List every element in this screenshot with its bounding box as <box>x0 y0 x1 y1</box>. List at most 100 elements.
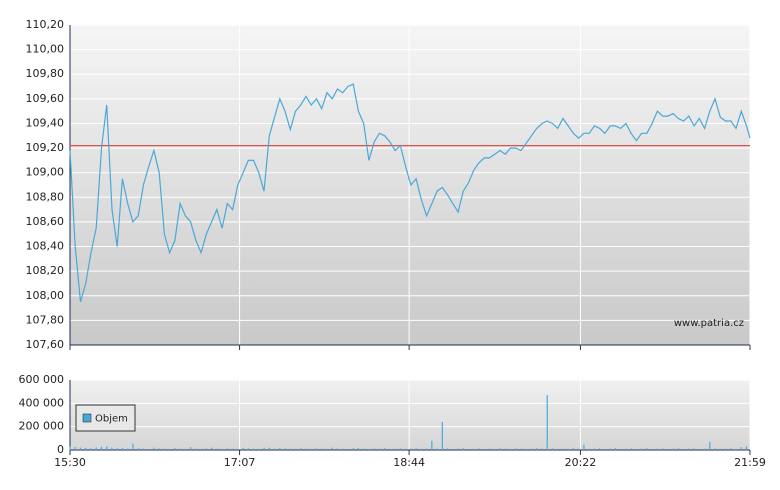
volume-bar <box>268 447 270 450</box>
x-tick-label: 18:44 <box>393 456 425 469</box>
volume-bar <box>263 448 265 450</box>
volume-bar <box>551 448 554 450</box>
volume-bar <box>499 448 501 450</box>
volume-bar <box>745 446 748 450</box>
volume-bar <box>651 448 653 450</box>
volume-bar <box>446 448 449 450</box>
y-tick-label: 109,40 <box>26 116 65 129</box>
volume-bar <box>672 448 674 450</box>
volume-bar <box>520 448 522 450</box>
watermark: www.patria.cz <box>674 318 744 329</box>
y-tick-label: 108,80 <box>26 190 65 203</box>
volume-bar <box>174 448 176 450</box>
volume-bar <box>205 448 207 450</box>
volume-bar <box>74 447 76 450</box>
volume-bar <box>740 447 742 450</box>
volume-bar <box>258 448 260 450</box>
volume-bar <box>127 448 129 450</box>
volume-bar <box>724 448 727 450</box>
volume-bar <box>410 448 412 450</box>
volume-bar <box>352 448 354 450</box>
volume-bar <box>242 447 244 450</box>
volume-bar <box>163 448 165 450</box>
volume-bar <box>436 448 438 450</box>
volume-bar <box>509 448 512 450</box>
volume-bar <box>195 448 197 450</box>
volume-bar <box>719 448 721 450</box>
volume-bar <box>562 448 564 450</box>
volume-bar <box>300 448 302 450</box>
volume-bar <box>399 448 401 450</box>
volume-bar <box>667 448 669 450</box>
volume-bar <box>630 448 632 450</box>
volume-bar <box>661 448 664 450</box>
y-tick-label: 200 000 <box>19 420 65 433</box>
x-tick-label: 17:07 <box>224 456 256 469</box>
volume-bar <box>599 448 601 450</box>
volume-bar <box>237 448 239 450</box>
volume-bar <box>714 448 716 450</box>
volume-bar <box>69 446 71 450</box>
y-tick-label: 110,20 <box>26 18 65 31</box>
volume-bar <box>394 448 396 450</box>
volume-bar <box>389 448 391 450</box>
volume-bar <box>363 448 365 450</box>
volume-bar <box>698 448 700 450</box>
volume-bar <box>682 448 685 450</box>
y-tick-label: 108,20 <box>26 264 65 277</box>
volume-bar <box>384 448 386 450</box>
volume-bar <box>557 448 559 450</box>
volume-bar <box>478 448 480 450</box>
volume-bar <box>210 447 213 450</box>
y-tick-label: 107,60 <box>26 338 65 351</box>
volume-bar <box>153 447 155 450</box>
volume-bar <box>336 448 339 450</box>
volume-bar <box>525 448 527 450</box>
volume-bar <box>284 448 286 450</box>
volume-plot-area <box>70 380 750 450</box>
volume-bar <box>200 448 202 450</box>
volume-bar <box>137 448 139 450</box>
volume-bar <box>530 448 533 450</box>
volume-bar <box>252 448 255 450</box>
volume-bar <box>357 447 360 450</box>
volume-bar <box>342 448 344 450</box>
volume-bar <box>226 448 228 450</box>
y-tick-label: 109,60 <box>26 92 65 105</box>
volume-bar <box>405 448 407 450</box>
volume-bar <box>415 448 417 450</box>
volume-bar <box>121 447 124 450</box>
volume-bar <box>703 448 706 450</box>
volume-bar <box>504 448 506 450</box>
volume-bar <box>483 448 485 450</box>
volume-bar <box>331 447 333 450</box>
volume-bar <box>426 448 428 450</box>
volume-bar <box>179 448 181 450</box>
y-tick-label: 108,60 <box>26 215 65 228</box>
volume-bar <box>473 448 475 450</box>
x-tick-label: 20:22 <box>565 456 597 469</box>
y-tick-label: 400 000 <box>19 396 65 409</box>
volume-bar <box>593 448 596 450</box>
volume-bar <box>294 448 297 450</box>
price-line <box>69 83 751 303</box>
volume-bar <box>273 448 276 450</box>
legend-label: Objem <box>95 414 128 425</box>
y-tick-label: 108,00 <box>26 289 65 302</box>
volume-bar <box>326 448 328 450</box>
volume-bar <box>578 448 580 450</box>
volume-bar <box>116 448 118 450</box>
volume-bar <box>656 448 658 450</box>
volume-bar <box>169 448 171 450</box>
volume-bar <box>588 448 590 450</box>
volume-bar <box>100 446 103 450</box>
volume-bar <box>79 447 82 450</box>
volume-bar <box>289 448 291 450</box>
y-tick-label: 600 000 <box>19 373 65 386</box>
volume-bar <box>368 448 370 450</box>
volume-bar <box>488 448 491 450</box>
x-tick-label: 21:59 <box>734 456 766 469</box>
volume-bar <box>604 448 606 450</box>
volume-bar <box>148 448 150 450</box>
